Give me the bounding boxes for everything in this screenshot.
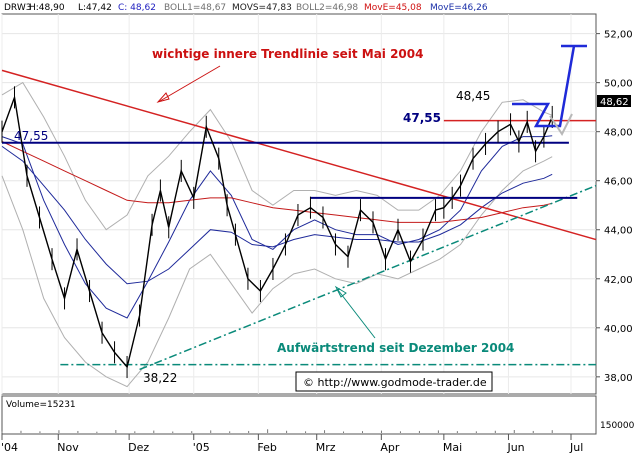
series-line	[1, 81, 553, 231]
y-tick-label: 44,00	[604, 226, 633, 237]
x-tick-label: Jul	[569, 441, 583, 454]
trendline	[1, 69, 597, 241]
x-tick-label: Apr	[380, 441, 400, 454]
annotation-uptrend-arrow	[337, 289, 376, 339]
label-level-47-55-left: 47,55	[14, 129, 48, 143]
series-line	[1, 135, 553, 319]
series-line	[1, 145, 553, 285]
price-series	[1, 86, 553, 379]
legend-close: C: 48,62	[118, 3, 156, 13]
volume-tick-label: 150000	[600, 421, 635, 431]
header-legend: DRW3 H:48,90 L:47,42 C: 48,62 BOLL1=48,6…	[4, 3, 488, 13]
y-tick-label: 40,00	[604, 324, 633, 335]
y-tick-label: 46,00	[604, 177, 633, 188]
y-tick-label: 52,00	[604, 30, 633, 41]
y-tick-label: 50,00	[604, 79, 633, 90]
current-price-tag	[597, 95, 631, 107]
annotation-resistance-trendline: wichtige innere Trendlinie seit Mai 2004	[152, 47, 423, 61]
label-peak: 48,45	[456, 89, 490, 103]
x-tick-label: Feb	[257, 441, 276, 454]
annotation-uptrend-arrowhead	[334, 285, 347, 298]
trendline	[139, 184, 597, 371]
volume-label: Volume=15231	[6, 400, 76, 410]
legend-move1: MovE=45,08	[364, 3, 422, 13]
indicator-lines	[1, 81, 553, 388]
copyright-box	[295, 371, 493, 392]
copyright-text: © http://www.godmode-trader.de	[303, 376, 487, 389]
x-tick-label: Jun	[506, 441, 524, 454]
x-tick-label: Mai	[443, 441, 462, 454]
annotation-resistance-arrowhead	[156, 92, 170, 103]
series-line	[1, 156, 553, 388]
legend-movs: MOVS=47,83	[232, 3, 292, 13]
current-price-value: 48,62	[600, 97, 629, 108]
y-tick-label: 42,00	[604, 275, 633, 286]
legend-move2: MovE=46,26	[430, 3, 488, 13]
volume-panel	[1, 395, 597, 435]
legend-boll2: BOLL2=46,98	[296, 3, 358, 13]
volume-bars	[1, 429, 553, 433]
forecast-arrow-grey	[549, 113, 573, 136]
x-tick-label: Nov	[57, 441, 79, 454]
annotation-uptrend: Aufwärtstrend seit Dezember 2004	[277, 341, 514, 355]
legend-boll1: BOLL1=48,67	[164, 3, 226, 13]
x-axis: '04 Nov Dez '05 Feb Mrz Apr Mai Jun Jul	[1, 434, 583, 454]
y-tick-label: 38,00	[604, 373, 633, 384]
x-tick-label: '05	[193, 441, 210, 454]
y-tick-label: 48,00	[604, 128, 633, 139]
forecast-arrow	[512, 44, 587, 128]
x-tick-label: Mrz	[316, 441, 336, 454]
legend-high: H:48,90	[29, 3, 65, 13]
legend-symbol: DRW3	[4, 3, 31, 13]
annotation-resistance-arrow	[159, 65, 221, 102]
label-level-47-55-right: 47,55	[403, 111, 441, 125]
legend-low: L:47,42	[78, 3, 112, 13]
y-axis: 52,00 50,00 48,00 46,00 44,00 42,00 40,00 38,00	[596, 30, 633, 384]
main-plot-area	[1, 13, 597, 395]
x-tick-label: '04	[1, 441, 18, 454]
label-low: 38,22	[143, 371, 177, 385]
x-tick-label: Dez	[128, 441, 149, 454]
series-line	[1, 141, 553, 223]
